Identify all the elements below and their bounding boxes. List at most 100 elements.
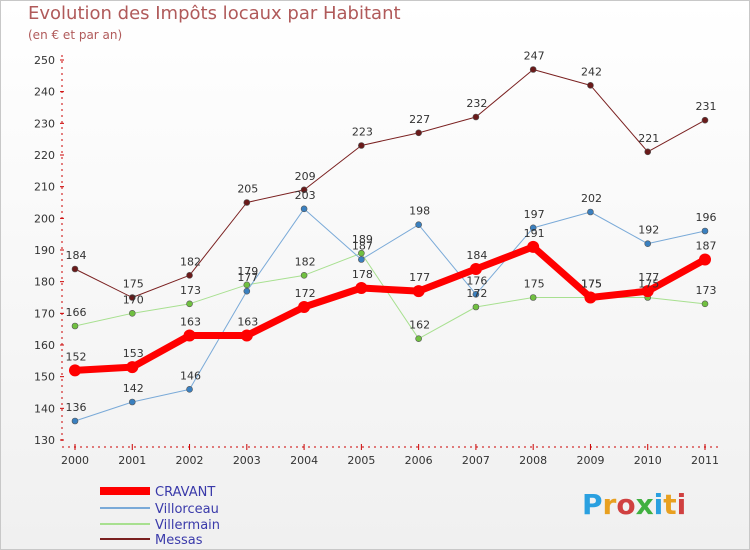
data-point-villermain — [300, 272, 308, 279]
data-label-messas: 242 — [581, 65, 602, 78]
y-tick-label: 170 — [34, 307, 55, 320]
y-tick-label: 220 — [34, 149, 55, 162]
data-point-villermain — [186, 300, 193, 308]
data-label-cravant: 177 — [638, 271, 659, 284]
data-label-villermain: 173 — [696, 284, 717, 297]
x-tick-label: 2009 — [576, 454, 604, 467]
data-point-villorceau — [472, 291, 480, 298]
data-label-villermain: 179 — [237, 265, 258, 278]
data-label-villorceau: 197 — [524, 208, 545, 221]
data-label-messas: 184 — [66, 249, 87, 262]
data-point-villermain — [415, 335, 422, 342]
data-label-cravant: 177 — [409, 271, 430, 284]
data-label-villermain: 189 — [352, 233, 373, 246]
data-label-villorceau: 196 — [696, 211, 717, 224]
data-point-villermain — [472, 303, 480, 311]
y-tick-label: 190 — [34, 244, 55, 257]
y-tick-label: 210 — [34, 181, 55, 194]
y-tick-label: 130 — [34, 434, 55, 447]
y-tick-label: 250 — [34, 54, 55, 67]
y-tick-label: 180 — [34, 276, 55, 289]
series-line-messas — [74, 69, 706, 298]
data-point-villermain — [701, 300, 709, 308]
data-point-messas — [128, 294, 136, 301]
y-tick-label: 200 — [34, 212, 55, 225]
data-point-villermain — [243, 281, 251, 289]
data-label-cravant: 191 — [524, 227, 545, 240]
data-point-messas — [358, 142, 365, 149]
data-point-villorceau — [71, 417, 79, 425]
data-label-cravant: 163 — [180, 316, 201, 329]
data-point-messas — [644, 148, 652, 156]
data-point-villermain — [71, 322, 79, 330]
data-label-villermain: 162 — [409, 319, 430, 332]
y-tick-label: 230 — [34, 117, 55, 130]
data-point-messas — [186, 272, 193, 279]
data-label-cravant: 178 — [352, 268, 373, 281]
data-label-villermain: 175 — [524, 278, 545, 291]
data-point-villorceau — [186, 386, 193, 393]
data-point-cravant — [584, 291, 597, 304]
data-point-cravant — [298, 301, 311, 313]
data-point-villorceau — [243, 287, 251, 295]
logo-letter: x — [635, 488, 654, 521]
data-label-villermain: 170 — [123, 293, 144, 306]
data-point-cravant — [469, 263, 482, 275]
data-point-cravant — [240, 329, 253, 342]
data-point-cravant — [641, 285, 654, 298]
data-label-messas: 232 — [466, 97, 487, 110]
data-label-villorceau: 198 — [409, 205, 430, 218]
logo-letter: o — [616, 488, 636, 521]
data-point-villorceau — [587, 208, 594, 216]
x-tick-label: 2008 — [519, 454, 547, 467]
proxiti-logo: Proxiti — [582, 488, 686, 521]
data-point-messas — [415, 129, 422, 137]
logo-letter: r — [602, 488, 617, 521]
data-label-cravant: 184 — [466, 249, 487, 262]
data-label-messas: 182 — [180, 255, 201, 268]
data-label-messas: 231 — [696, 100, 717, 113]
data-label-cravant: 152 — [66, 350, 87, 363]
series-line-cravant — [74, 243, 707, 374]
legend-label-villorceau: Villorceau — [155, 502, 219, 517]
data-point-villermain — [358, 249, 365, 257]
data-label-villorceau: 142 — [123, 382, 144, 395]
data-label-villorceau: 136 — [66, 401, 87, 414]
data-point-villorceau — [300, 205, 308, 213]
series-layer — [69, 66, 711, 425]
data-point-cravant — [126, 361, 139, 374]
data-label-villermain: 166 — [66, 306, 87, 319]
data-point-cravant — [527, 240, 540, 253]
data-label-villorceau: 187 — [352, 240, 373, 253]
x-tick-label: 2010 — [634, 454, 662, 467]
data-label-villermain: 173 — [180, 284, 201, 297]
data-label-messas: 223 — [352, 126, 373, 139]
data-point-messas — [701, 116, 709, 124]
y-tick-label: 240 — [34, 86, 55, 99]
logo-letter: t — [663, 488, 677, 521]
data-point-messas — [587, 82, 594, 89]
data-point-villorceau — [128, 398, 136, 406]
x-tick-label: 2003 — [233, 454, 261, 467]
series-line-villorceau — [74, 208, 706, 422]
data-labels: 184 175 182 205 209 223 227 232 247 242 221 231 166 1… — [66, 50, 717, 415]
x-tick-label: 2006 — [405, 454, 433, 467]
data-point-villermain — [128, 310, 136, 317]
data-point-messas — [529, 66, 537, 73]
data-label-messas: 221 — [638, 132, 659, 145]
data-label-cravant: 187 — [696, 240, 717, 253]
data-point-villermain — [529, 294, 537, 301]
data-point-villorceau — [415, 221, 422, 228]
x-tick-label: 2004 — [290, 454, 318, 467]
data-label-villermain: 175 — [638, 278, 659, 291]
x-tick-label: 2002 — [176, 454, 204, 467]
chart-title: Evolution des Impôts locaux par Habitant — [28, 3, 401, 24]
logo-letter: i — [676, 488, 687, 521]
data-label-messas: 205 — [237, 183, 258, 196]
axes: 130 140 150 160 170 180 190 200 210 220 230 240 250 2… — [34, 54, 720, 467]
legend-label-cravant: CRAVANT — [155, 485, 215, 500]
x-tick-label: 2000 — [61, 454, 89, 467]
data-point-cravant — [355, 282, 368, 294]
data-point-cravant — [183, 329, 196, 342]
